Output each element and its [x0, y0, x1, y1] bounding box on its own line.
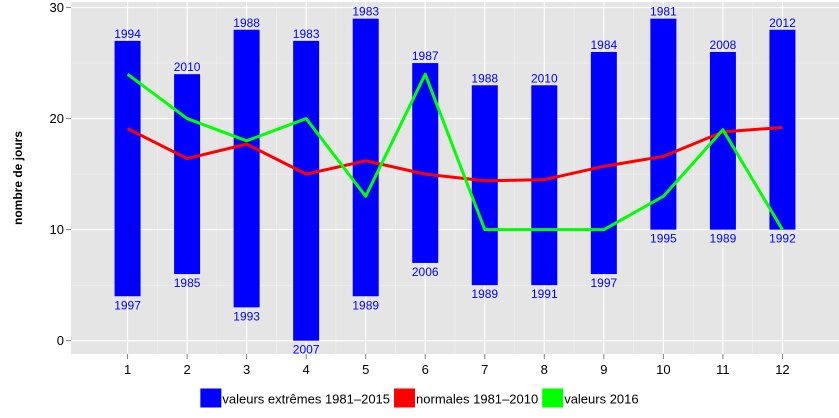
y-tick-label: 0: [57, 333, 64, 348]
x-tick-label: 11: [716, 362, 730, 377]
y-axis: 0 10 20 30: [50, 0, 71, 348]
min-year-label: 2006: [412, 265, 439, 279]
x-tick-label: 4: [303, 362, 310, 377]
x-tick-label: 1: [124, 362, 131, 377]
year-labels: 1994 1997 2010 1985 1988 1993 1983 2007 1983 1989…: [114, 5, 796, 357]
y-tick-label: 10: [50, 222, 64, 237]
min-year-label: 1991: [531, 287, 558, 301]
max-year-label: 1984: [590, 38, 617, 52]
max-year-label: 2008: [710, 38, 737, 52]
max-year-label: 1983: [352, 5, 379, 19]
range-bar: [590, 51, 617, 275]
y-tick-label: 30: [50, 0, 64, 15]
max-year-label: 2010: [174, 60, 201, 74]
min-year-label: 1989: [710, 232, 737, 246]
x-tick-label: 6: [422, 362, 429, 377]
max-year-label: 2010: [531, 71, 558, 85]
y-tick-label: 20: [50, 111, 64, 126]
min-year-label: 1985: [174, 276, 201, 290]
max-year-label: 1994: [114, 27, 141, 41]
x-tick-label: 10: [656, 362, 670, 377]
x-tick-label: 7: [481, 362, 488, 377]
range-bar: [114, 40, 141, 297]
y-axis-title: nombre de jours: [11, 131, 25, 225]
max-year-label: 2012: [769, 16, 796, 30]
x-tick-label: 12: [775, 362, 789, 377]
min-year-label: 1993: [233, 309, 260, 323]
range-bar: [471, 85, 498, 286]
max-year-label: 1981: [650, 5, 677, 19]
min-year-label: 1992: [769, 232, 796, 246]
range-bar: [293, 40, 320, 341]
legend: valeurs extrêmes 1981–2015 normales 1981–…: [200, 388, 639, 408]
max-year-label: 1988: [471, 71, 498, 85]
x-axis: 1 2 3 4 5 6 7 8 9 10 11 12: [124, 354, 790, 377]
range-bar: [174, 74, 201, 275]
range-bar: [233, 29, 260, 308]
legend-label: valeurs extrêmes 1981–2015: [222, 392, 390, 407]
grid-minor: [71, 2, 839, 354]
legend-key: [542, 388, 564, 408]
min-year-label: 1997: [590, 276, 617, 290]
legend-label: valeurs 2016: [564, 392, 638, 407]
max-year-label: 1983: [293, 27, 320, 41]
legend-key: [394, 388, 416, 408]
legend-label: normales 1981–2010: [416, 392, 538, 407]
min-year-label: 1989: [471, 287, 498, 301]
legend-key: [200, 388, 222, 408]
range-bar: [531, 85, 558, 286]
x-tick-label: 2: [183, 362, 190, 377]
x-tick-label: 9: [600, 362, 607, 377]
min-year-label: 1989: [352, 298, 379, 312]
range-bar: [769, 29, 796, 230]
min-year-label: 1997: [114, 298, 141, 312]
x-tick-label: 8: [541, 362, 548, 377]
x-tick-label: 3: [243, 362, 250, 377]
range-bar: [352, 18, 379, 297]
valeurs-2016-line: [126, 72, 784, 232]
series-lines: [126, 72, 784, 232]
max-year-label: 1987: [412, 49, 439, 63]
min-year-label: 2007: [293, 343, 320, 357]
x-tick-label: 5: [362, 362, 369, 377]
range-bars: [114, 18, 796, 341]
min-year-label: 1995: [650, 232, 677, 246]
max-year-label: 1988: [233, 16, 260, 30]
normales-line: [126, 125, 783, 183]
